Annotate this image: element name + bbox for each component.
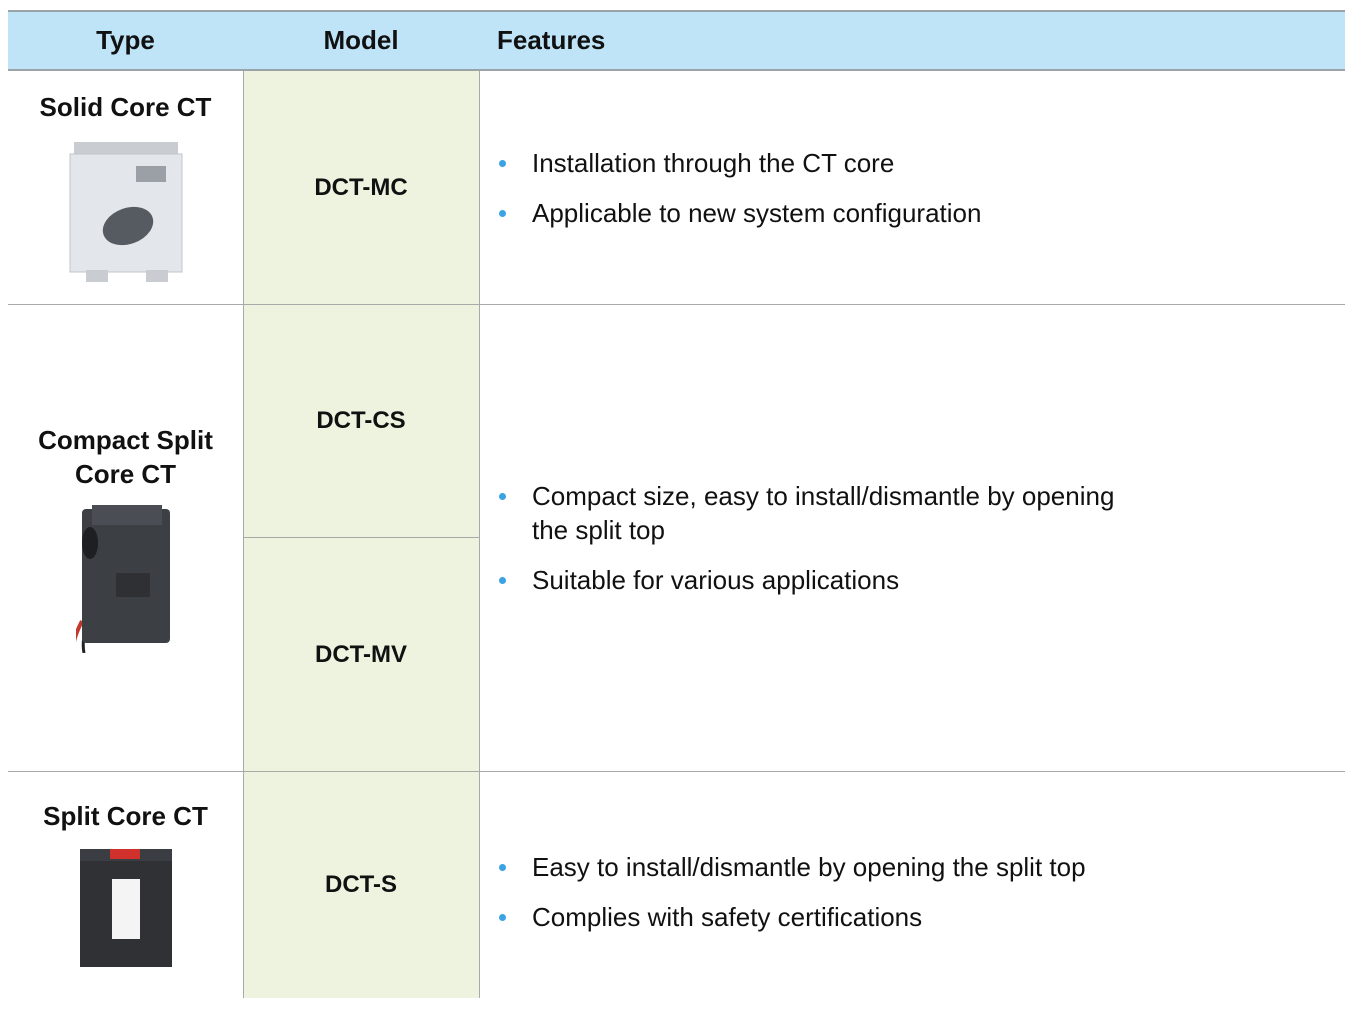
feature-item: Installation through the CT core <box>499 146 1152 180</box>
product-image <box>69 141 182 282</box>
feature-text: Applicable to new system configuration <box>532 197 982 228</box>
row-divider <box>243 537 479 538</box>
bullet <box>499 493 506 500</box>
features-cell: Compact size, easy to install/dismantle … <box>479 305 1345 771</box>
header-cell: Model <box>243 10 479 71</box>
type-name: Compact Split Core CT <box>38 425 213 489</box>
feature-item: Easy to install/dismantle by opening the… <box>499 850 1152 884</box>
feature-text: Complies with safety certifications <box>532 902 923 932</box>
type-cell: Solid Core CT <box>8 71 243 304</box>
column-divider <box>243 71 244 998</box>
model-cell: DCT-MV <box>243 538 479 771</box>
features-cell: Installation through the CT core Applica… <box>479 71 1345 304</box>
type-name: Split Core CT <box>43 801 208 831</box>
feature-text: Suitable for various applications <box>532 565 900 595</box>
type-cell: Compact Split Core CT <box>8 305 243 771</box>
row-divider <box>8 304 1345 305</box>
row-divider <box>8 771 1345 772</box>
bullet <box>499 864 506 871</box>
feature-text: Compact size, easy to install/dismantle … <box>532 481 1115 545</box>
model-cell: DCT-CS <box>243 305 479 537</box>
header-text: Type <box>96 25 155 55</box>
feature-text: Easy to install/dismantle by opening the… <box>532 852 1086 882</box>
model-column-bg <box>243 71 479 998</box>
model-cell: DCT-MC <box>243 71 479 304</box>
bullet <box>499 914 506 921</box>
model-cell: DCT-S <box>243 772 479 998</box>
header-cell: Type <box>8 10 243 71</box>
header-cell: Features <box>479 10 1345 71</box>
model-name: DCT-MV <box>315 640 407 668</box>
bullet <box>499 159 506 167</box>
header-text: Model <box>323 25 399 55</box>
feature-item: Compact size, easy to install/dismantle … <box>499 479 1132 547</box>
model-name: DCT-CS <box>316 407 406 434</box>
feature-item: Suitable for various applications <box>499 563 1152 597</box>
feature-item: Applicable to new system configuration <box>499 196 1152 230</box>
bullet <box>499 577 506 584</box>
type-cell: Split Core CT <box>8 772 243 998</box>
bullet <box>499 209 506 217</box>
column-divider <box>479 71 480 998</box>
model-name: DCT-S <box>325 871 397 898</box>
feature-item: Complies with safety certifications <box>499 900 1152 934</box>
header-text: Features <box>497 25 606 55</box>
product-image <box>79 849 172 967</box>
product-image <box>75 505 170 653</box>
feature-text: Installation through the CT core <box>532 147 895 178</box>
type-name: Solid Core CT <box>39 91 212 122</box>
features-cell: Easy to install/dismantle by opening the… <box>479 772 1345 1012</box>
model-name: DCT-MC <box>314 173 408 201</box>
